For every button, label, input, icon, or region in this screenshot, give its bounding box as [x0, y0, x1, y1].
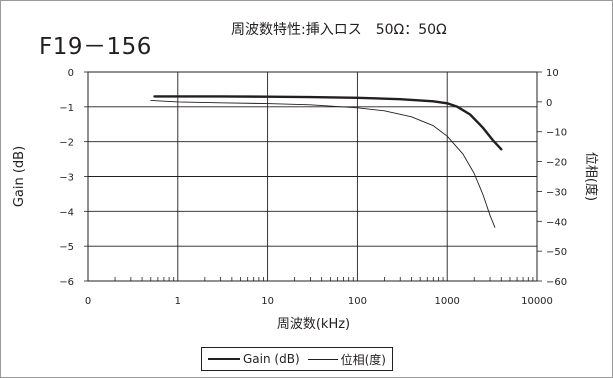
series-layer — [150, 95, 503, 228]
y-tick-label: −3 — [59, 173, 74, 184]
y2-tick-label: −20 — [546, 158, 567, 169]
minor-tick-layer — [114, 277, 534, 281]
y-tick-label: −2 — [59, 138, 74, 149]
y-tick-layer: 0 −1 −2 −3 −4 −5 −6 — [59, 68, 88, 288]
y2-tick-label: −40 — [546, 217, 567, 228]
grid-layer — [87, 71, 538, 282]
x-tick-label: 10 — [261, 296, 274, 307]
legend-label-phase: 位相(度) — [340, 352, 386, 367]
y2-tick-label: 10 — [546, 68, 559, 79]
legend: Gain (dB) 位相(度) — [201, 347, 393, 371]
y2-tick-label: −60 — [546, 277, 567, 288]
y2-tick-layer: 10 0 −10 −20 −30 −40 −50 −60 — [537, 68, 567, 288]
y-tick-label: −6 — [59, 277, 74, 288]
x-tick-layer: 0 1 10 100 1000 10000 — [85, 296, 553, 307]
y2-axis-title: 位相(度) — [583, 152, 599, 201]
y2-tick-label: 0 — [546, 98, 552, 109]
y2-tick-label: −30 — [546, 187, 567, 198]
series-line-phase — [150, 99, 496, 228]
x-axis-title: 周波数(kHz) — [277, 317, 350, 332]
y-tick-label: 0 — [68, 68, 74, 79]
y-axis-title: Gain (dB) — [12, 146, 27, 207]
x-tick-label: 10000 — [521, 296, 553, 307]
x-tick-label: 100 — [348, 296, 367, 307]
y2-tick-label: −50 — [546, 247, 567, 258]
chart-title: 周波数特性:挿入ロス 50Ω：50Ω — [231, 22, 447, 38]
legend-label-gain: Gain (dB) — [243, 352, 300, 366]
y-tick-label: −5 — [59, 242, 74, 253]
y2-tick-label: −10 — [546, 128, 567, 139]
chart-code-label: F19－156 — [39, 34, 152, 60]
x-tick-label: 1 — [175, 296, 181, 307]
y-tick-label: −4 — [59, 207, 74, 218]
x-tick-label: 1000 — [434, 296, 459, 307]
legend-swatch-gain — [208, 358, 240, 360]
x-tick-label: 0 — [85, 296, 91, 307]
legend-swatch-phase — [307, 358, 338, 360]
y-tick-label: −1 — [59, 103, 74, 114]
series-line-gain — [153, 95, 503, 151]
